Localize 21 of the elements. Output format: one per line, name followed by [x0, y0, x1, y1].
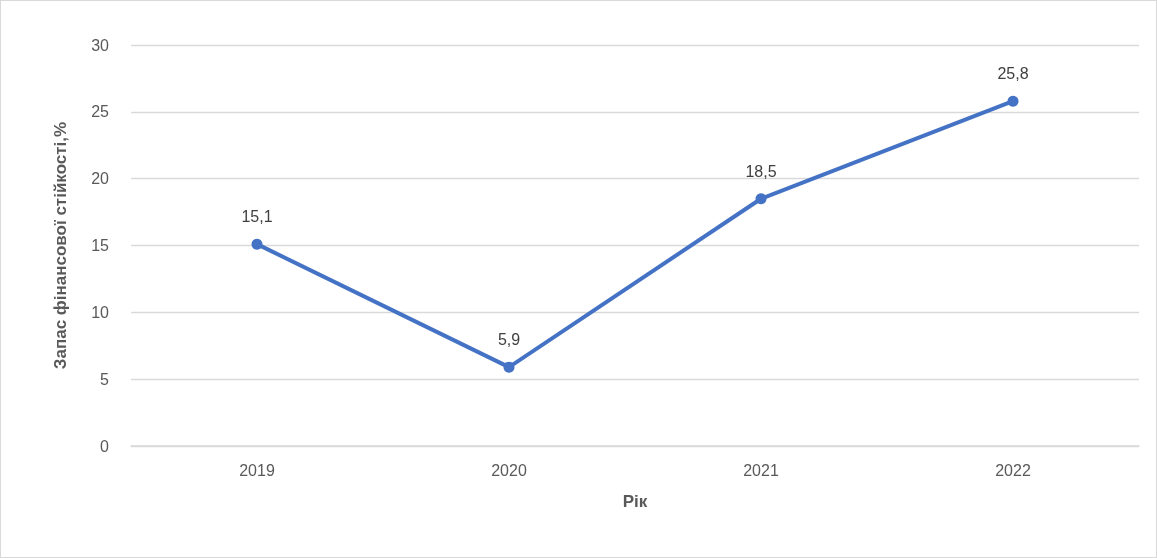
y-tick-label: 5 — [100, 370, 110, 388]
y-tick-label: 20 — [91, 170, 110, 188]
point — [503, 361, 515, 373]
y-tick-label: 30 — [91, 36, 110, 54]
x-tick-label: 2021 — [743, 461, 779, 479]
point — [1007, 95, 1019, 107]
data-label: 5,9 — [497, 331, 521, 349]
y-tick-label: 0 — [100, 437, 110, 455]
data-label: 18,5 — [745, 162, 777, 180]
x-tick-label: 2022 — [995, 461, 1031, 479]
y-tick-label: 10 — [91, 303, 110, 321]
y-tick-label: 25 — [91, 103, 110, 121]
x-axis-title: Рік — [622, 492, 648, 511]
point — [755, 193, 767, 205]
data-label: 25,8 — [997, 65, 1029, 83]
point — [251, 238, 263, 250]
x-tick-label: 2020 — [491, 461, 527, 479]
x-tick-label: 2019 — [239, 461, 275, 479]
data-label: 15,1 — [241, 208, 273, 226]
y-axis-title: Запас фінансової стійкості,% — [51, 121, 70, 370]
y-tick-label: 15 — [91, 237, 110, 254]
